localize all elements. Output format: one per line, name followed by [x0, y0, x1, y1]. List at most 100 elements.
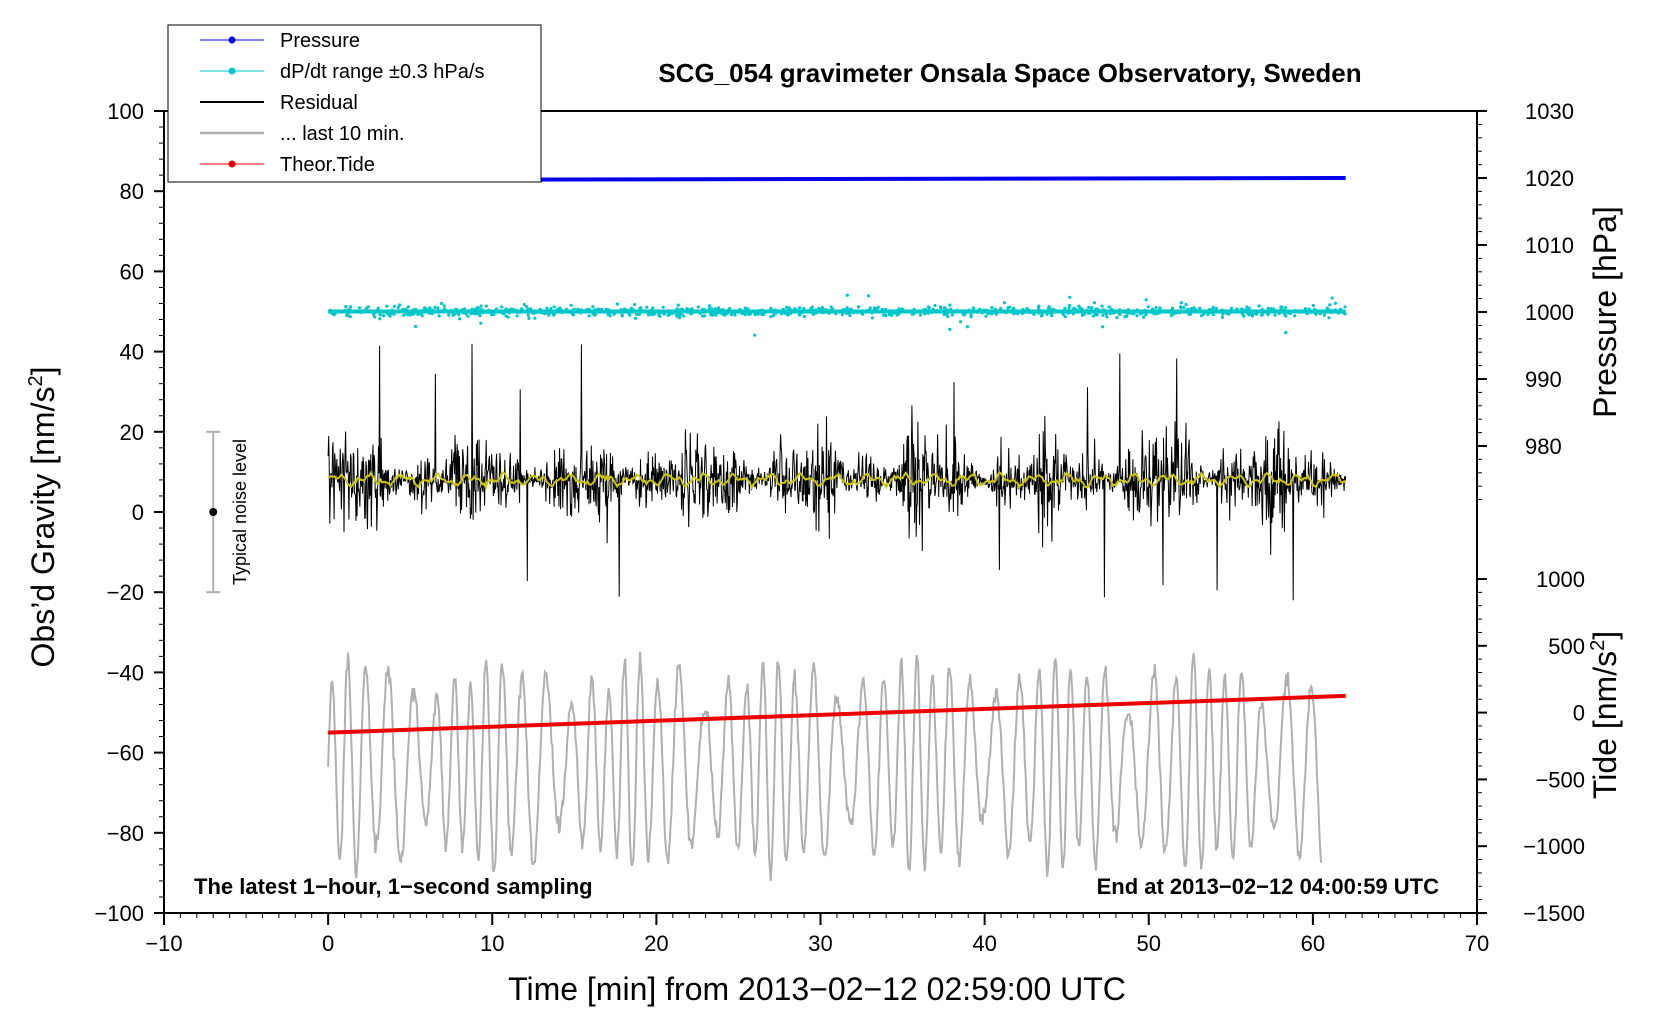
dpdt-point — [802, 314, 806, 319]
dpdt-point — [522, 309, 526, 314]
dpdt-point — [382, 314, 386, 318]
dpdt-point — [1063, 315, 1067, 319]
dpdt-point — [1151, 309, 1155, 313]
dpdt-point — [1048, 307, 1052, 311]
dpdt-point — [1343, 312, 1347, 316]
dpdt-point — [1257, 304, 1261, 308]
dpdt-point — [716, 306, 721, 310]
dpdt-point — [1293, 314, 1297, 318]
y-tick-label: 100 — [107, 99, 144, 124]
dpdt-point — [877, 310, 881, 314]
dpdt-point — [533, 316, 537, 320]
dpdt-point — [845, 293, 849, 297]
dpdt-point — [773, 308, 777, 312]
dpdt-point — [880, 309, 885, 313]
dpdt-point — [570, 311, 574, 315]
dpdt-point — [1095, 311, 1099, 315]
dpdt-point — [1132, 312, 1136, 316]
dpdt-point — [367, 309, 371, 313]
dpdt-point — [1303, 307, 1307, 311]
x-tick-label: 40 — [972, 931, 996, 956]
dpdt-point — [545, 306, 549, 310]
dpdt-point — [714, 313, 718, 317]
dpdt-point — [806, 309, 810, 313]
dpdt-point — [1020, 311, 1024, 315]
x-tick-label: 30 — [808, 931, 832, 956]
dpdt-series — [328, 293, 1347, 337]
dpdt-point — [848, 313, 852, 318]
dpdt-point — [1305, 311, 1310, 316]
dpdt-point — [442, 304, 446, 308]
dpdt-point — [933, 303, 937, 308]
dpdt-point — [975, 310, 980, 314]
dpdt-point — [888, 313, 892, 317]
dpdt-point — [604, 307, 608, 311]
dpdt-point — [540, 311, 544, 315]
dpdt-point — [846, 311, 850, 315]
dpdt-point — [348, 315, 352, 319]
dpdt-point — [346, 312, 350, 316]
dpdt-point — [526, 310, 530, 314]
dpdt-point — [1245, 308, 1249, 312]
dpdt-point — [585, 308, 589, 312]
y-tick-label: −100 — [94, 901, 144, 926]
dpdt-point — [470, 307, 474, 311]
dpdt-point — [874, 307, 879, 311]
dpdt-point — [1101, 325, 1105, 329]
dpdt-point — [814, 311, 818, 315]
dpdt-point — [747, 312, 751, 316]
dpdt-point — [1115, 316, 1119, 320]
dpdt-point — [1068, 309, 1072, 313]
dpdt-point — [1104, 312, 1108, 316]
y-tick-label: 80 — [120, 179, 144, 204]
dpdt-point — [1012, 306, 1016, 311]
dpdt-point — [900, 307, 904, 311]
y-tick-label: 20 — [120, 420, 144, 445]
dpdt-point — [990, 306, 994, 310]
dpdt-point — [538, 307, 542, 312]
dpdt-point — [376, 306, 380, 310]
dpdt-point — [1229, 310, 1233, 315]
dpdt-point — [1091, 314, 1095, 318]
y-tick-label: 60 — [120, 259, 144, 284]
dpdt-point — [1160, 309, 1164, 313]
dpdt-point — [1014, 311, 1018, 315]
dpdt-point — [375, 308, 379, 313]
dpdt-point — [1242, 308, 1246, 312]
dpdt-point — [769, 315, 773, 319]
dpdt-point — [1330, 296, 1334, 300]
dpdt-point — [691, 308, 695, 312]
dpdt-point — [999, 310, 1003, 314]
dpdt-point — [926, 311, 930, 315]
dpdt-point — [1095, 307, 1099, 311]
dpdt-point — [633, 303, 637, 307]
dpdt-point — [511, 307, 515, 311]
dpdt-point — [894, 311, 898, 315]
dpdt-point — [1327, 316, 1331, 320]
dpdt-point — [1124, 311, 1129, 315]
dpdt-point — [1061, 312, 1065, 317]
dpdt-point — [343, 308, 347, 312]
dpdt-point — [918, 313, 923, 317]
legend-label: ... last 10 min. — [280, 123, 405, 145]
dpdt-point — [532, 311, 536, 315]
dpdt-point — [1045, 311, 1049, 315]
dpdt-point — [1100, 308, 1104, 312]
dpdt-point — [546, 309, 550, 313]
dpdt-point — [758, 311, 762, 315]
dpdt-point — [763, 309, 767, 313]
dpdt-point — [572, 309, 576, 313]
dpdt-point — [959, 320, 963, 324]
dpdt-point — [639, 306, 643, 310]
dpdt-point — [989, 310, 993, 314]
dpdt-point — [945, 308, 949, 312]
dpdt-point — [1307, 307, 1311, 311]
dpdt-point — [437, 314, 441, 318]
dpdt-point — [1194, 309, 1199, 313]
dpdt-point — [729, 313, 734, 317]
dpdt-point — [1220, 315, 1224, 319]
dpdt-point — [939, 307, 943, 311]
dpdt-point — [378, 317, 382, 321]
dpdt-point — [1260, 313, 1264, 317]
dpdt-point — [971, 306, 976, 310]
